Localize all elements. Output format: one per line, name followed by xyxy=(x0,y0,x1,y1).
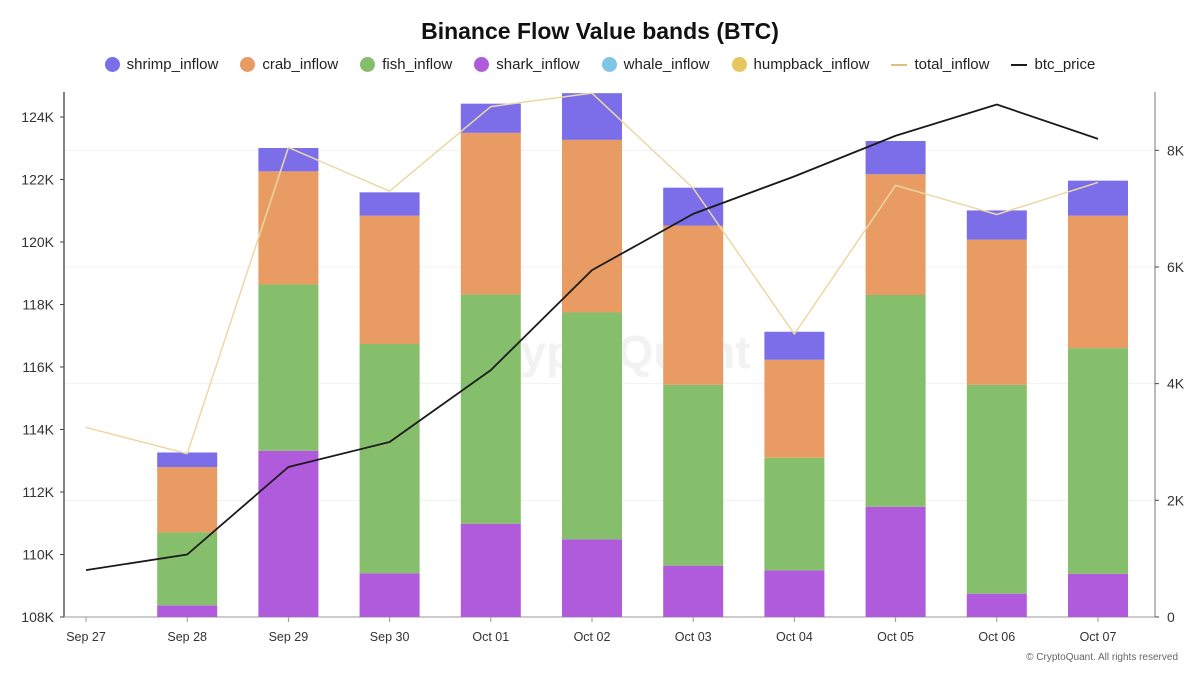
bar-crab-inflow xyxy=(764,359,825,458)
bar-shark-inflow xyxy=(966,593,1027,617)
bar-shark-inflow xyxy=(258,450,319,617)
bar-shrimp-inflow xyxy=(460,103,521,133)
bar-shrimp-inflow xyxy=(562,93,622,140)
legend-item-whale-inflow[interactable]: whale_inflow xyxy=(601,56,710,73)
bar-shark-inflow xyxy=(359,573,420,617)
bar-shark-inflow xyxy=(663,565,724,617)
bar-shark-inflow xyxy=(157,605,218,617)
legend-label: shrimp_inflow xyxy=(126,56,219,73)
bar-fish-inflow xyxy=(157,532,218,606)
bar-crab-inflow xyxy=(157,467,218,533)
bar-crab-inflow xyxy=(663,225,724,385)
bar-fish-inflow xyxy=(966,384,1027,594)
right-axis-tick-label: 6K xyxy=(1167,259,1185,275)
legend-label: whale_inflow xyxy=(623,56,710,73)
bar-fish-inflow xyxy=(359,344,420,574)
legend-item-crab-inflow[interactable]: crab_inflow xyxy=(240,56,338,73)
bar-crab-inflow xyxy=(460,132,521,295)
left-axis-tick-label: 110K xyxy=(22,547,54,563)
legend-item-humpback-inflow[interactable]: humpback_inflow xyxy=(731,56,870,73)
bar-crab-inflow xyxy=(562,139,622,313)
left-axis-tick-label: 124K xyxy=(21,109,54,125)
legend-swatch xyxy=(601,57,617,72)
bar-shark-inflow xyxy=(562,539,622,617)
bar-shrimp-inflow xyxy=(865,141,926,175)
right-axis-tick-label: 8K xyxy=(1167,142,1185,158)
bar-fish-inflow xyxy=(865,295,926,507)
bar-shrimp-inflow xyxy=(258,148,319,172)
x-axis-tick-label: Oct 06 xyxy=(978,630,1015,644)
bar-crab-inflow xyxy=(359,215,420,344)
copyright-notice: © CryptoQuant. All rights reserved xyxy=(1026,652,1178,663)
legend-label: btc_price xyxy=(1034,56,1096,73)
x-axis-tick-label: Sep 27 xyxy=(66,630,106,644)
x-axis-tick-label: Sep 28 xyxy=(167,630,207,644)
legend-item-shark-inflow[interactable]: shark_inflow xyxy=(474,56,580,73)
left-axis-tick-label: 118K xyxy=(22,297,54,313)
bar-shrimp-inflow xyxy=(157,452,218,468)
bar-shark-inflow xyxy=(460,523,521,617)
line-btc-price xyxy=(85,103,1099,572)
bar-shrimp-inflow xyxy=(764,331,825,360)
right-axis-tick-label: 0 xyxy=(1167,609,1175,625)
left-axis-tick-label: 116K xyxy=(22,359,54,375)
bar-shrimp-inflow xyxy=(359,192,420,216)
legend-swatch xyxy=(731,57,747,72)
legend-swatch xyxy=(474,57,490,72)
x-axis-tick-label: Oct 02 xyxy=(574,630,611,644)
legend-label: shark_inflow xyxy=(496,56,580,73)
bar-shrimp-inflow xyxy=(1068,180,1128,216)
legend-swatch xyxy=(891,63,908,66)
bar-shark-inflow xyxy=(1068,573,1128,617)
x-axis-tick-label: Sep 30 xyxy=(370,630,410,644)
legend-swatch xyxy=(104,57,120,72)
bar-fish-inflow xyxy=(764,457,825,571)
legend-label: crab_inflow xyxy=(262,56,339,73)
bar-fish-inflow xyxy=(258,284,319,451)
x-axis-tick-label: Oct 01 xyxy=(472,630,509,644)
legend-item-shrimp-inflow[interactable]: shrimp_inflow xyxy=(104,56,219,73)
legend-label: fish_inflow xyxy=(382,56,453,73)
legend-swatch xyxy=(360,57,376,72)
x-axis-tick-label: Oct 03 xyxy=(675,630,712,644)
bar-shrimp-inflow xyxy=(966,210,1027,240)
left-axis-tick-label: 120K xyxy=(21,234,54,250)
legend-swatch xyxy=(240,57,256,72)
chart-legend: shrimp_inflow crab_inflow fish_inflow shark… xyxy=(0,56,1200,73)
bar-crab-inflow xyxy=(258,171,319,285)
bar-shark-inflow xyxy=(865,506,926,617)
legend-label: humpback_inflow xyxy=(753,56,870,73)
bar-fish-inflow xyxy=(460,294,521,524)
legend-swatch xyxy=(1011,63,1028,66)
bar-shark-inflow xyxy=(764,570,825,617)
right-axis-tick-label: 4K xyxy=(1167,376,1185,392)
left-axis-tick-label: 112K xyxy=(22,484,54,500)
x-axis-tick-label: Sep 29 xyxy=(269,630,309,644)
bar-fish-inflow xyxy=(663,384,724,566)
right-axis-tick-label: 2K xyxy=(1167,492,1185,508)
legend-item-total-inflow[interactable]: total_inflow xyxy=(891,56,989,73)
chart-title: Binance Flow Value bands (BTC) xyxy=(421,18,779,44)
left-axis-tick-label: 122K xyxy=(21,172,54,188)
bar-crab-inflow xyxy=(966,239,1027,385)
x-axis-tick-label: Oct 05 xyxy=(877,630,914,644)
x-axis-tick-label: Oct 04 xyxy=(776,630,813,644)
left-axis-tick-label: 114K xyxy=(22,422,54,438)
legend-item-btc-price[interactable]: btc_price xyxy=(1011,56,1095,73)
legend-label: total_inflow xyxy=(914,56,990,73)
left-axis-tick-label: 108K xyxy=(21,609,54,625)
bar-fish-inflow xyxy=(562,312,622,540)
bar-crab-inflow xyxy=(865,174,926,295)
bar-crab-inflow xyxy=(1068,215,1128,349)
legend-item-fish-inflow[interactable]: fish_inflow xyxy=(360,56,452,73)
line-total-inflow xyxy=(85,92,1099,455)
x-axis-tick-label: Oct 07 xyxy=(1080,630,1117,644)
bar-fish-inflow xyxy=(1068,348,1128,574)
